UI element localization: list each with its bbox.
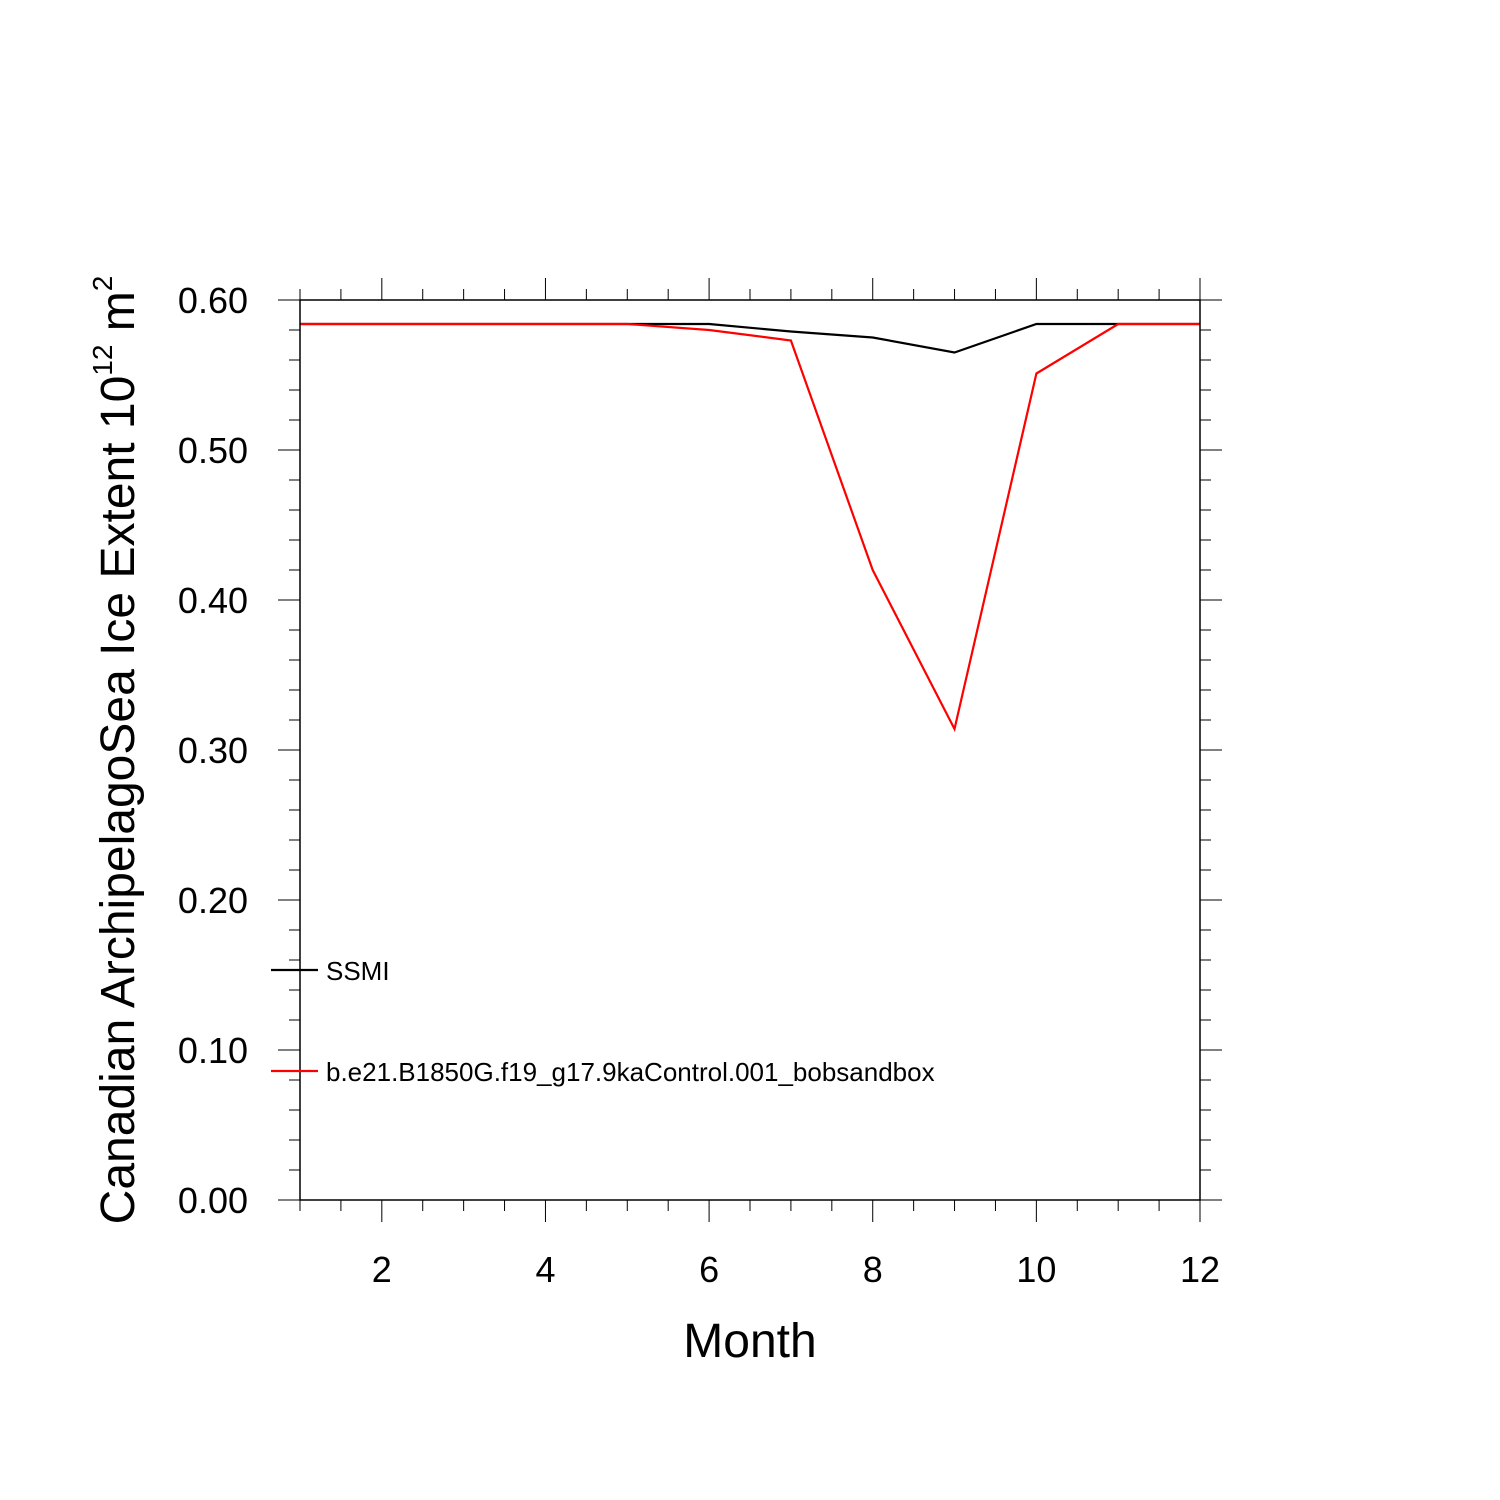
y-axis-title-unit: m <box>92 291 145 344</box>
axis-ticks <box>278 278 1222 1222</box>
plot-frame <box>299 299 1201 1201</box>
x-axis-title: Month <box>683 1315 816 1368</box>
y-tick-label: 0.60 <box>178 280 248 321</box>
x-tick-label: 2 <box>372 1249 392 1290</box>
y-tick-label: 0.10 <box>178 1030 248 1071</box>
y-axis-title-exponent: 12 <box>87 345 118 376</box>
x-tick-label: 4 <box>535 1249 555 1290</box>
x-tick-label: 12 <box>1180 1249 1220 1290</box>
y-axis-title: Canadian ArchipelagoSea Ice Extent 1012 … <box>87 276 145 1225</box>
y-tick-labels: 0.00 0.10 0.20 0.30 0.40 0.50 0.60 <box>178 280 248 1221</box>
legend-label-1: SSMI <box>326 956 390 986</box>
series-line-1 <box>300 322 1200 354</box>
y-axis-title-unit-exponent: 2 <box>87 276 118 292</box>
legend-label-2: b.e21.B1850G.f19_g17.9kaControl.001_bobs… <box>326 1057 935 1087</box>
x-tick-labels: 2 4 6 8 10 12 <box>372 1249 1220 1290</box>
x-tick-label: 8 <box>863 1249 883 1290</box>
y-tick-label: 0.30 <box>178 730 248 771</box>
series-layer <box>300 322 1200 733</box>
x-tick-label: 6 <box>699 1249 719 1290</box>
x-tick-label: 10 <box>1016 1249 1056 1290</box>
y-tick-label: 0.00 <box>178 1180 248 1221</box>
y-tick-label: 0.20 <box>178 880 248 921</box>
series-line-2 <box>300 322 1200 733</box>
y-tick-label: 0.50 <box>178 430 248 471</box>
y-axis-title-base: Canadian ArchipelagoSea Ice Extent 10 <box>92 376 145 1225</box>
y-tick-label: 0.40 <box>178 580 248 621</box>
legend: SSMI b.e21.B1850G.f19_g17.9kaControl.001_… <box>271 956 935 1087</box>
